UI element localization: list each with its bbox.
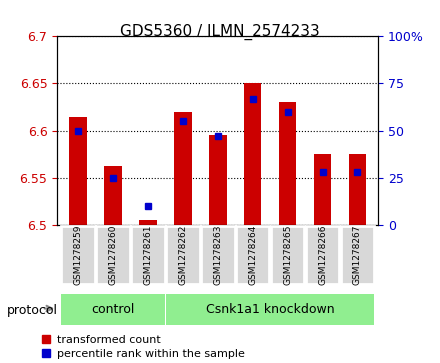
Text: protocol: protocol — [7, 304, 58, 317]
Text: GSM1278261: GSM1278261 — [143, 225, 153, 285]
Text: GSM1278266: GSM1278266 — [318, 225, 327, 285]
Legend: transformed count, percentile rank within the sample: transformed count, percentile rank withi… — [41, 334, 245, 359]
Text: Csnk1a1 knockdown: Csnk1a1 knockdown — [206, 303, 334, 316]
Bar — [70, 117, 87, 225]
Bar — [104, 166, 122, 225]
FancyBboxPatch shape — [201, 226, 235, 284]
Text: GSM1278260: GSM1278260 — [109, 225, 117, 285]
Bar — [279, 102, 297, 225]
Text: GSM1278267: GSM1278267 — [353, 225, 362, 285]
Bar — [174, 112, 191, 225]
FancyBboxPatch shape — [271, 226, 304, 284]
Text: GSM1278262: GSM1278262 — [178, 225, 187, 285]
Text: GSM1278264: GSM1278264 — [248, 225, 257, 285]
Text: GSM1278263: GSM1278263 — [213, 225, 222, 285]
FancyBboxPatch shape — [166, 226, 200, 284]
Bar — [349, 154, 366, 225]
Text: GSM1278265: GSM1278265 — [283, 225, 292, 285]
FancyBboxPatch shape — [131, 226, 165, 284]
FancyBboxPatch shape — [96, 226, 130, 284]
Text: GDS5360 / ILMN_2574233: GDS5360 / ILMN_2574233 — [120, 24, 320, 40]
Bar — [244, 82, 261, 225]
Bar — [209, 135, 227, 225]
FancyBboxPatch shape — [62, 226, 95, 284]
FancyBboxPatch shape — [341, 226, 374, 284]
Text: control: control — [92, 303, 135, 316]
FancyBboxPatch shape — [62, 294, 165, 325]
FancyBboxPatch shape — [166, 294, 374, 325]
Text: GSM1278259: GSM1278259 — [73, 225, 83, 285]
Bar — [314, 154, 331, 225]
FancyBboxPatch shape — [306, 226, 339, 284]
FancyBboxPatch shape — [236, 226, 269, 284]
Bar — [139, 220, 157, 225]
